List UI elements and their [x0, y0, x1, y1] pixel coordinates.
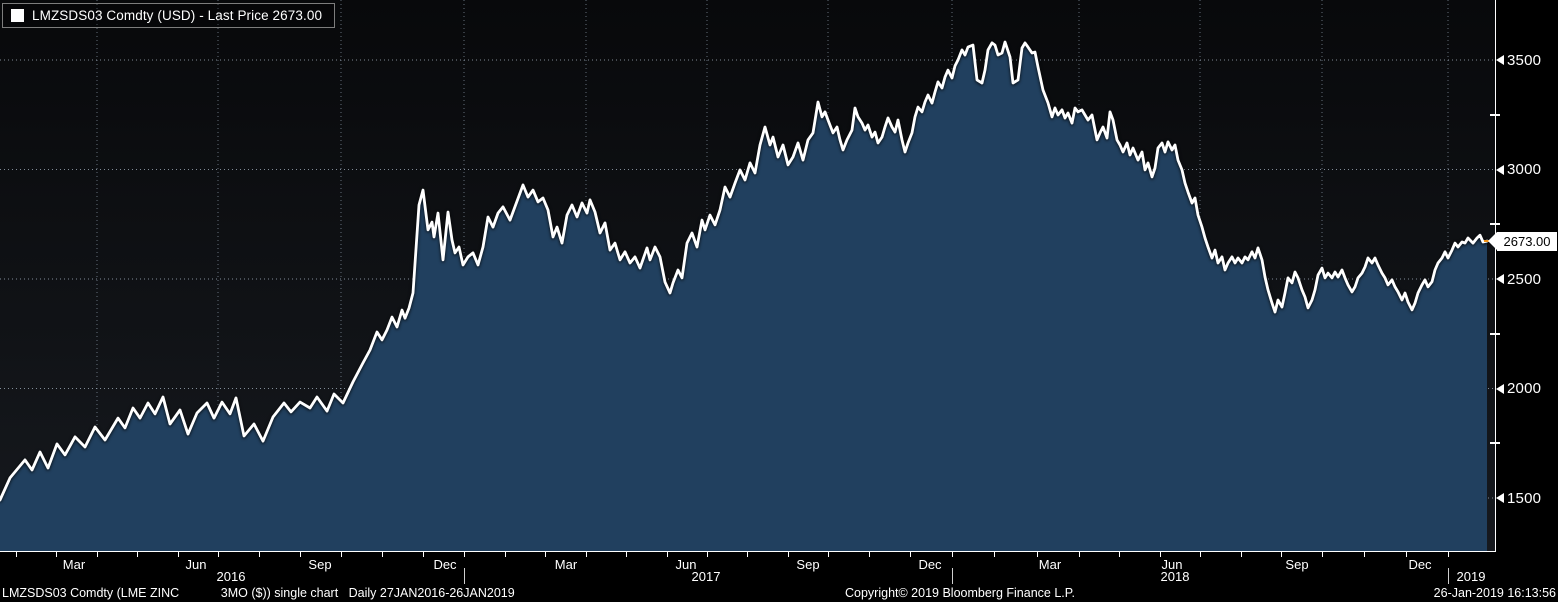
x-month-label: Mar	[1038, 557, 1062, 572]
x-year-label: 2016	[216, 569, 246, 584]
y-tick: 2000	[1495, 380, 1542, 397]
x-month-tick	[218, 552, 219, 557]
status-instrument-text: LMZSDS03 Comdty (LME ZINC 3MO ($)) singl…	[2, 586, 515, 600]
y-tick-arrow-icon	[1496, 164, 1504, 175]
x-year-separator	[952, 568, 953, 584]
x-month-tick	[56, 552, 57, 557]
x-month-label: Sep	[1285, 557, 1309, 572]
x-year-separator	[1448, 568, 1449, 584]
y-tick-label: 2500	[1507, 270, 1542, 288]
x-month-tick	[1448, 552, 1449, 557]
x-month-tick	[1406, 552, 1407, 557]
series-legend-label: LMZSDS03 Comdty (USD) - Last Price 2673.…	[32, 8, 323, 23]
x-year-label: 2019	[1456, 569, 1486, 584]
x-month-tick	[341, 552, 342, 557]
price-chart-svg	[0, 0, 1495, 551]
series-swatch-icon	[11, 9, 24, 22]
x-month-tick	[1322, 552, 1323, 557]
y-tick-label: 3500	[1507, 51, 1542, 69]
x-month-tick	[97, 552, 98, 557]
x-month-tick	[464, 552, 465, 557]
x-month-tick	[994, 552, 995, 557]
y-tick: 3500	[1495, 51, 1542, 69]
status-timestamp: 26-Jan-2019 16:13:56	[1433, 586, 1556, 600]
y-tick: 3000	[1495, 161, 1542, 178]
x-month-label: Mar	[62, 557, 86, 572]
y-tick: 2500	[1495, 270, 1542, 288]
x-month-tick	[1160, 552, 1161, 557]
y-axis: 3500 3000 2500 2000 1500	[1490, 0, 1558, 552]
price-line	[0, 40, 1489, 502]
x-axis: Mar Jun Sep Dec Mar Jun Sep Dec Mar Jun Sep Dec 2016…	[0, 551, 1558, 586]
x-month-tick	[259, 552, 260, 557]
y-axis-line	[1495, 0, 1496, 552]
status-copyright-text: Copyright© 2019 Bloomberg Finance L.P.	[845, 586, 1075, 600]
x-month-tick	[137, 552, 138, 557]
x-month-tick	[667, 552, 668, 557]
x-month-tick	[545, 552, 546, 557]
x-month-tick	[1364, 552, 1365, 557]
x-month-tick	[300, 552, 301, 557]
x-month-label: Sep	[308, 557, 332, 572]
y-tick-arrow-icon	[1496, 55, 1504, 65]
x-month-label: Jun	[675, 557, 697, 572]
x-year-separator	[464, 568, 465, 584]
x-month-tick	[1200, 552, 1201, 557]
x-month-tick	[1241, 552, 1242, 557]
y-minor-tick	[1490, 332, 1500, 335]
x-month-tick	[16, 552, 17, 557]
x-month-tick	[423, 552, 424, 557]
x-month-tick	[1281, 552, 1282, 557]
status-bar: LMZSDS03 Comdty (LME ZINC 3MO ($)) singl…	[0, 586, 1558, 602]
y-tick-label: 2000	[1507, 380, 1542, 397]
x-month-tick	[707, 552, 708, 557]
x-month-tick	[1079, 552, 1080, 557]
y-minor-tick	[1490, 442, 1500, 445]
x-month-label: Mar	[554, 557, 578, 572]
chart-legend[interactable]: LMZSDS03 Comdty (USD) - Last Price 2673.…	[2, 3, 336, 28]
x-month-label: Dec	[433, 557, 457, 572]
y-tick-label: 1500	[1507, 489, 1542, 507]
x-month-label: Dec	[918, 557, 942, 572]
x-month-label: Jun	[185, 557, 207, 572]
x-month-tick	[505, 552, 506, 557]
x-month-tick	[910, 552, 911, 557]
last-price-value: 2673.00	[1503, 233, 1551, 249]
x-month-tick	[788, 552, 789, 557]
y-tick: 1500	[1495, 489, 1542, 507]
last-price-flag: 2673.00	[1488, 231, 1557, 251]
x-year-label: 2018	[1160, 569, 1190, 584]
price-chart-plot-area[interactable]	[0, 0, 1495, 551]
x-month-label: Sep	[796, 557, 820, 572]
y-tick-label: 3000	[1507, 161, 1542, 178]
y-minor-tick	[1490, 223, 1500, 226]
y-tick-arrow-icon	[1496, 383, 1504, 394]
x-month-tick	[1119, 552, 1120, 557]
x-month-label: Dec	[1408, 557, 1432, 572]
x-month-tick	[828, 552, 829, 557]
x-month-tick	[586, 552, 587, 557]
y-minor-tick	[1490, 113, 1500, 116]
y-tick-arrow-icon	[1496, 493, 1504, 503]
price-area-fill	[0, 42, 1487, 551]
x-month-tick	[382, 552, 383, 557]
x-month-tick	[952, 552, 953, 557]
x-month-label: Jun	[1161, 557, 1183, 572]
y-tick-arrow-icon	[1496, 274, 1504, 284]
x-month-tick	[178, 552, 179, 557]
x-month-tick	[869, 552, 870, 557]
x-month-tick	[747, 552, 748, 557]
x-axis-line	[0, 551, 1496, 552]
x-month-tick	[1037, 552, 1038, 557]
x-year-label: 2017	[691, 569, 721, 584]
x-month-tick	[626, 552, 627, 557]
